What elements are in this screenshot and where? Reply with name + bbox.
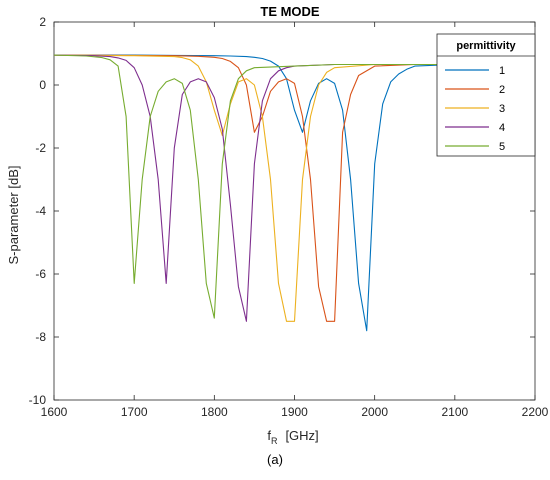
x-tick-label: 1700 bbox=[121, 405, 148, 419]
y-tick-label: -2 bbox=[35, 141, 46, 155]
legend-label-4: 4 bbox=[499, 122, 505, 134]
legend-label-1: 1 bbox=[499, 65, 505, 77]
y-tick-label: -4 bbox=[35, 204, 46, 218]
y-tick-label: 2 bbox=[39, 15, 46, 29]
x-tick-label: 2200 bbox=[522, 405, 549, 419]
legend-label-5: 5 bbox=[499, 141, 505, 153]
x-tick-label: 2100 bbox=[441, 405, 468, 419]
figure-caption: (a) bbox=[267, 452, 283, 467]
legend-box bbox=[436, 33, 536, 157]
chart-title: TE MODE bbox=[260, 4, 320, 19]
legend-label-3: 3 bbox=[499, 103, 505, 115]
legend-title: permittivity bbox=[456, 40, 516, 52]
y-tick-label: 0 bbox=[39, 78, 46, 92]
series-line-1 bbox=[54, 54, 535, 332]
series-line-4 bbox=[53, 54, 535, 322]
y-axis-label: S-parameter [dB] bbox=[6, 166, 21, 265]
x-axis-label-unit: [GHz] bbox=[285, 428, 318, 443]
y-tick-label: -8 bbox=[35, 330, 46, 344]
y-tick-label: -10 bbox=[29, 393, 47, 407]
x-tick-label: 1900 bbox=[281, 405, 308, 419]
x-tick-label: 1600 bbox=[41, 405, 68, 419]
series-line-2 bbox=[53, 54, 535, 322]
x-axis-label: fR [GHz] bbox=[267, 428, 318, 446]
y-tick-label: -6 bbox=[35, 267, 46, 281]
x-tick-label: 1800 bbox=[201, 405, 228, 419]
legend-label-2: 2 bbox=[499, 84, 505, 96]
x-axis-label-main: f bbox=[267, 428, 271, 443]
series-line-5 bbox=[53, 54, 535, 319]
x-axis-label-sub: R bbox=[271, 436, 278, 446]
legend: permittivity 1 2 3 4 5 bbox=[436, 33, 536, 157]
x-tick-label: 2000 bbox=[361, 405, 388, 419]
series-line-3 bbox=[53, 54, 535, 322]
